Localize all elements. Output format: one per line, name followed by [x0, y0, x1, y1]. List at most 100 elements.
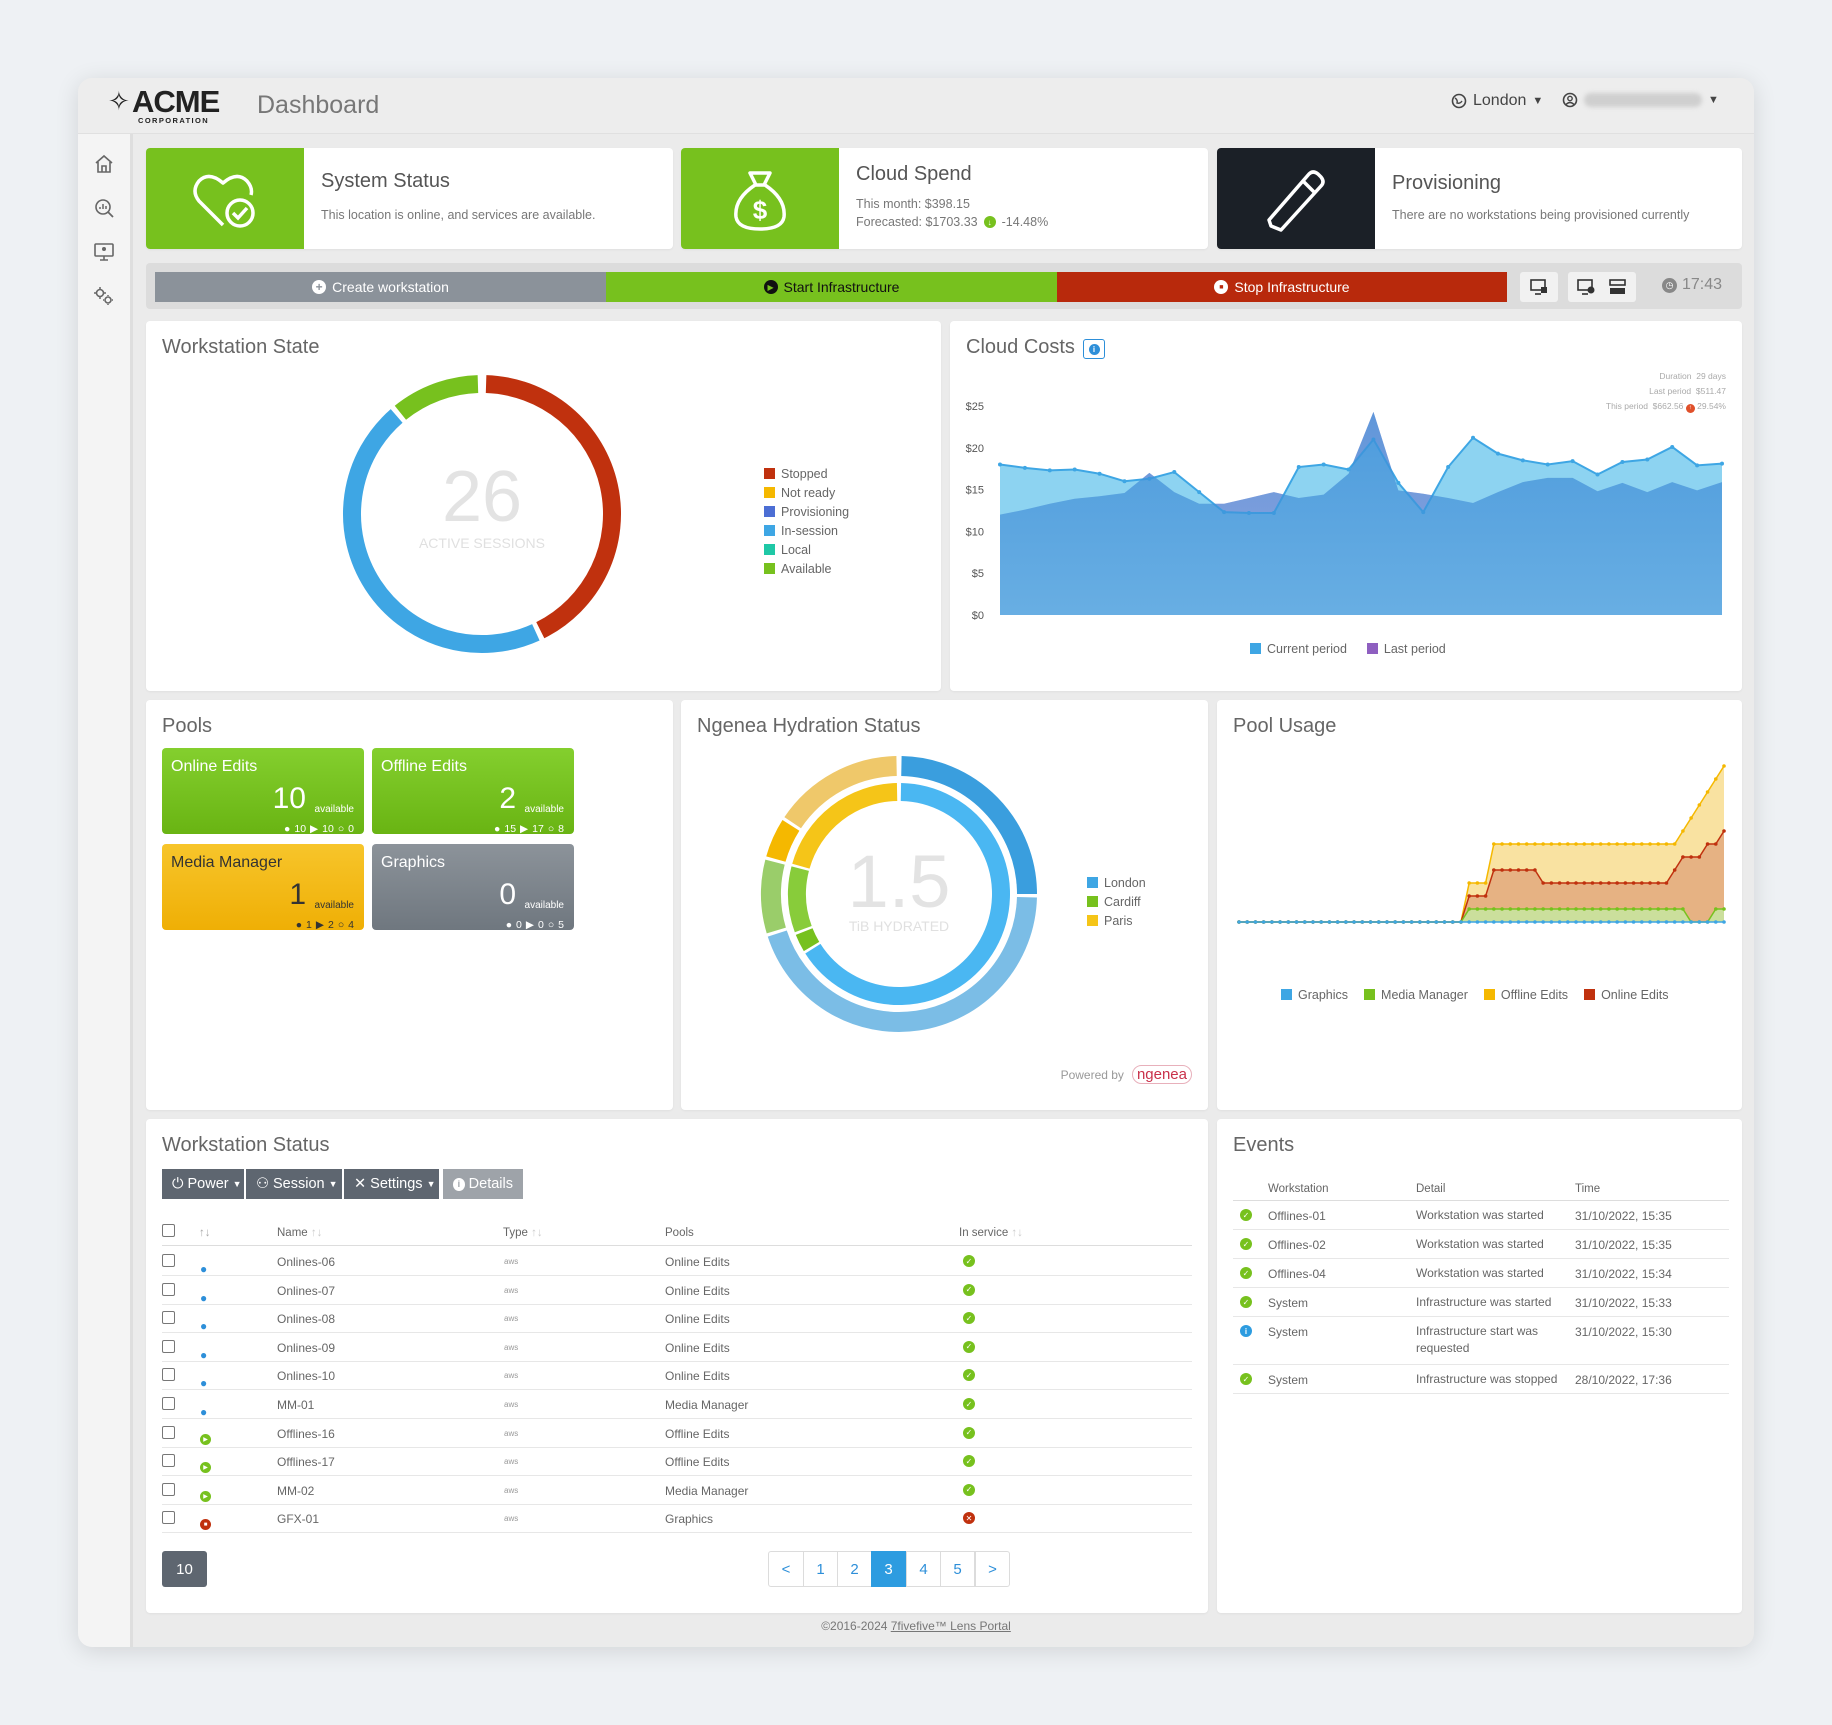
workstation-name[interactable]: MM-02	[277, 1483, 315, 1498]
data-point[interactable]	[1541, 907, 1545, 911]
data-point[interactable]	[1549, 907, 1554, 911]
row-checkbox[interactable]	[162, 1254, 175, 1267]
data-point[interactable]	[1516, 842, 1521, 846]
data-point[interactable]	[1672, 920, 1677, 924]
column-name[interactable]: Name ↑↓	[277, 1227, 322, 1239]
data-point[interactable]	[1344, 920, 1348, 924]
data-point[interactable]	[1541, 920, 1545, 924]
ring-inner-london[interactable]	[805, 783, 1010, 1005]
legend-item[interactable]: Provisioning	[764, 502, 849, 521]
settings-icon[interactable]	[90, 282, 118, 310]
data-point[interactable]	[1467, 881, 1471, 885]
data-point[interactable]	[1335, 920, 1340, 924]
data-point[interactable]	[1574, 907, 1578, 911]
page-link[interactable]: 3	[871, 1551, 906, 1587]
row-checkbox[interactable]	[162, 1425, 175, 1439]
sort-icon[interactable]: ↑↓	[199, 1227, 211, 1239]
data-point[interactable]	[1302, 920, 1307, 924]
workstation-name[interactable]: GFX-01	[277, 1512, 320, 1527]
data-point[interactable]	[1557, 907, 1562, 911]
data-point[interactable]	[1278, 920, 1282, 924]
data-point[interactable]	[1450, 920, 1455, 924]
data-point[interactable]	[1670, 444, 1675, 449]
data-point[interactable]	[1631, 907, 1636, 911]
pool-tile[interactable]: Online Edits 10 available ● 10 ▶ 10 ○ 0	[162, 748, 364, 835]
data-point[interactable]	[1566, 881, 1570, 885]
ring-outer-paris-b[interactable]	[784, 756, 898, 829]
data-point[interactable]	[1516, 920, 1521, 924]
data-point[interactable]	[1672, 868, 1677, 872]
data-point[interactable]	[1664, 920, 1669, 924]
data-point[interactable]	[1172, 470, 1177, 475]
table-row[interactable]: ● Onlines-08 aws Online Edits ✓	[162, 1304, 1192, 1334]
row-checkbox[interactable]	[162, 1368, 175, 1382]
display-toggle-group[interactable]	[1568, 272, 1636, 302]
data-point[interactable]	[1623, 842, 1628, 846]
data-point[interactable]	[1311, 920, 1315, 924]
data-point[interactable]	[1409, 920, 1414, 924]
stop-infrastructure-button[interactable]: ■ Stop Infrastructure	[1057, 272, 1507, 302]
ring-inner-paris[interactable]	[792, 783, 898, 869]
data-point[interactable]	[1508, 842, 1513, 846]
data-point[interactable]	[1401, 920, 1406, 924]
data-point[interactable]	[1598, 907, 1603, 911]
table-row[interactable]: ● Onlines-09 aws Online Edits ✓	[162, 1333, 1192, 1362]
location-selector[interactable]: London ▼	[1451, 92, 1543, 110]
legend-item[interactable]: Local	[764, 540, 849, 559]
data-point[interactable]	[1631, 920, 1636, 924]
page-link[interactable]: 2	[837, 1551, 872, 1587]
ring-outer-cardiff[interactable]	[761, 859, 786, 934]
data-point[interactable]	[1475, 894, 1480, 898]
data-point[interactable]	[1541, 881, 1545, 885]
data-point[interactable]	[1648, 881, 1652, 885]
table-row[interactable]: ▶ MM-02 aws Media Manager ✓	[162, 1476, 1192, 1505]
data-point[interactable]	[1615, 842, 1619, 846]
data-point[interactable]	[1607, 881, 1611, 885]
data-point[interactable]	[1713, 920, 1718, 924]
workstation-name[interactable]: Onlines-07	[277, 1283, 336, 1298]
legend-item[interactable]: Media Manager	[1364, 985, 1468, 1004]
workstation-view-button[interactable]	[1520, 272, 1558, 302]
data-point[interactable]	[1557, 881, 1562, 885]
data-point[interactable]	[1495, 451, 1500, 456]
data-point[interactable]	[1122, 479, 1127, 484]
data-point[interactable]	[1467, 894, 1471, 898]
data-point[interactable]	[1722, 829, 1726, 833]
data-point[interactable]	[1681, 920, 1685, 924]
legend-item[interactable]: Offline Edits	[1483, 985, 1568, 1004]
data-point[interactable]	[1582, 881, 1587, 885]
data-point[interactable]	[1549, 842, 1554, 846]
legend-item[interactable]: London	[1087, 873, 1146, 892]
workstation-name[interactable]: MM-01	[277, 1398, 315, 1412]
data-point[interactable]	[1570, 459, 1575, 464]
data-point[interactable]	[1664, 881, 1669, 885]
table-row[interactable]: ● Onlines-06 aws Online Edits ✓	[162, 1247, 1192, 1276]
data-point[interactable]	[1574, 842, 1578, 846]
data-point[interactable]	[1541, 842, 1545, 846]
data-point[interactable]	[1697, 803, 1702, 807]
data-point[interactable]	[1360, 920, 1365, 924]
data-point[interactable]	[1656, 881, 1661, 885]
data-point[interactable]	[1656, 920, 1661, 924]
data-point[interactable]	[1097, 471, 1102, 476]
data-point[interactable]	[1689, 920, 1693, 924]
data-point[interactable]	[1590, 842, 1595, 846]
data-point[interactable]	[1533, 842, 1537, 846]
data-point[interactable]	[1648, 907, 1652, 911]
data-point[interactable]	[1508, 920, 1513, 924]
legend-item[interactable]: Cardiff	[1087, 892, 1146, 911]
column-type[interactable]: Type ↑↓	[503, 1227, 543, 1239]
data-point[interactable]	[1631, 881, 1636, 885]
ngenea-logo[interactable]: ngenea	[1131, 1065, 1192, 1084]
home-icon[interactable]	[90, 150, 118, 178]
workstation-name[interactable]: Offlines-16	[277, 1426, 335, 1441]
data-point[interactable]	[1705, 842, 1710, 846]
data-point[interactable]	[1623, 907, 1628, 911]
data-point[interactable]	[1689, 855, 1693, 859]
data-point[interactable]	[1516, 868, 1521, 872]
data-point[interactable]	[1574, 881, 1578, 885]
data-point[interactable]	[1598, 842, 1603, 846]
create-workstation-button[interactable]: + Create workstation	[155, 272, 606, 302]
data-point[interactable]	[1483, 881, 1488, 885]
legend-item[interactable]: Online Edits	[1584, 985, 1668, 1004]
